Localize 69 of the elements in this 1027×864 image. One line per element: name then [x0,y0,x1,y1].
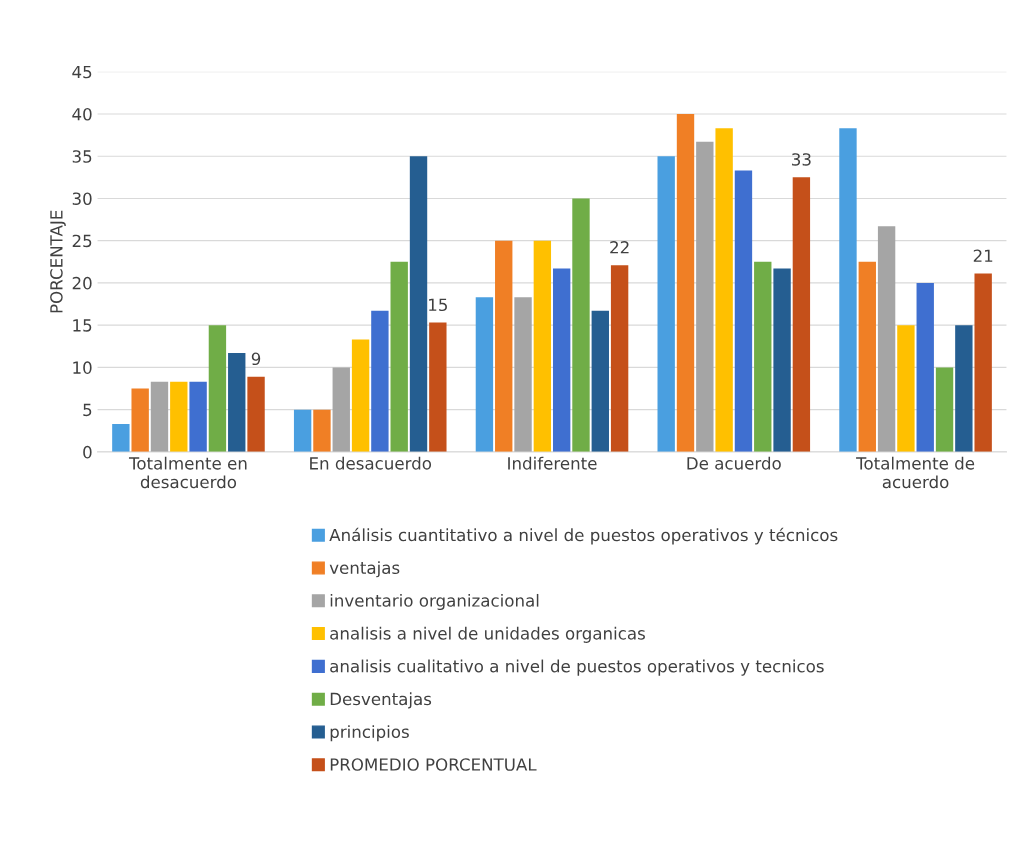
bar [390,261,408,452]
data-label: 33 [792,153,811,166]
bar [773,268,791,452]
bar [313,409,331,452]
bar [495,240,513,452]
bar [657,156,675,452]
bar [332,367,350,452]
bar [429,322,447,452]
bar [208,325,227,452]
y-tick-label: 45 [72,65,92,79]
bar [610,265,629,452]
data-label: 9 [251,352,261,366]
bar [839,128,857,452]
bar [696,141,714,452]
legend-label: PROMEDIO PORCENTUAL [330,758,537,771]
bar [715,128,733,452]
y-tick-label: 15 [73,319,92,332]
bar [150,381,169,452]
y-tick-label: 20 [72,276,92,290]
y-tick-label: 5 [83,403,92,417]
bar [514,297,532,452]
bar [974,273,992,452]
legend-label: ventajas [329,561,400,578]
data-label: 15 [429,298,447,312]
y-tick-label: 30 [72,192,92,205]
bar [189,381,207,452]
bar [877,226,896,452]
y-tick-label: 35 [72,150,92,163]
bar [955,325,973,452]
x-tick-label: Totalmente en desacuerdo [128,456,247,489]
data-label: 22 [610,241,629,254]
legend-label: principios [330,725,409,742]
bar [734,170,753,452]
x-tick-label: De acuerdo [687,456,781,470]
bar [112,423,130,452]
bar [676,113,695,452]
bar [228,353,246,452]
bar [792,177,811,452]
legend-label: analisis cualitativo a nivel de puestos operativos y tecnicos [330,659,824,676]
legend-label: Desventajas [330,692,432,709]
bar [351,339,370,452]
bar [475,297,494,452]
y-axis-title: PORCENTAJE [50,210,66,313]
bar [552,268,571,452]
bar [935,367,954,452]
data-label: 21 [973,249,993,262]
bar [572,198,590,452]
bar [409,156,428,452]
x-tick-label: Totalmente de acuerdo [856,456,975,489]
legend-label: Análisis cuantitativo a nivel de puestos operativos y técnicos [329,527,838,545]
x-tick-label: En desacuerdo [310,456,432,470]
y-tick-label: 10 [73,361,92,374]
bar [897,325,915,452]
bar [858,261,876,452]
bar [916,282,934,452]
legend-label: analisis a nivel de unidades organicas [330,626,645,643]
bar [170,381,188,452]
legend-label: inventario organizacional [330,593,539,611]
bar [293,409,312,452]
y-tick-label: 40 [72,107,92,121]
bar [754,261,772,452]
bar [591,310,609,452]
bar [371,310,389,452]
bar [533,240,552,452]
y-tick-label: 25 [72,234,92,248]
x-tick-label: Indiferente [508,456,597,470]
y-tick-label: 0 [83,445,92,459]
bar [131,388,149,452]
bar [247,376,265,452]
